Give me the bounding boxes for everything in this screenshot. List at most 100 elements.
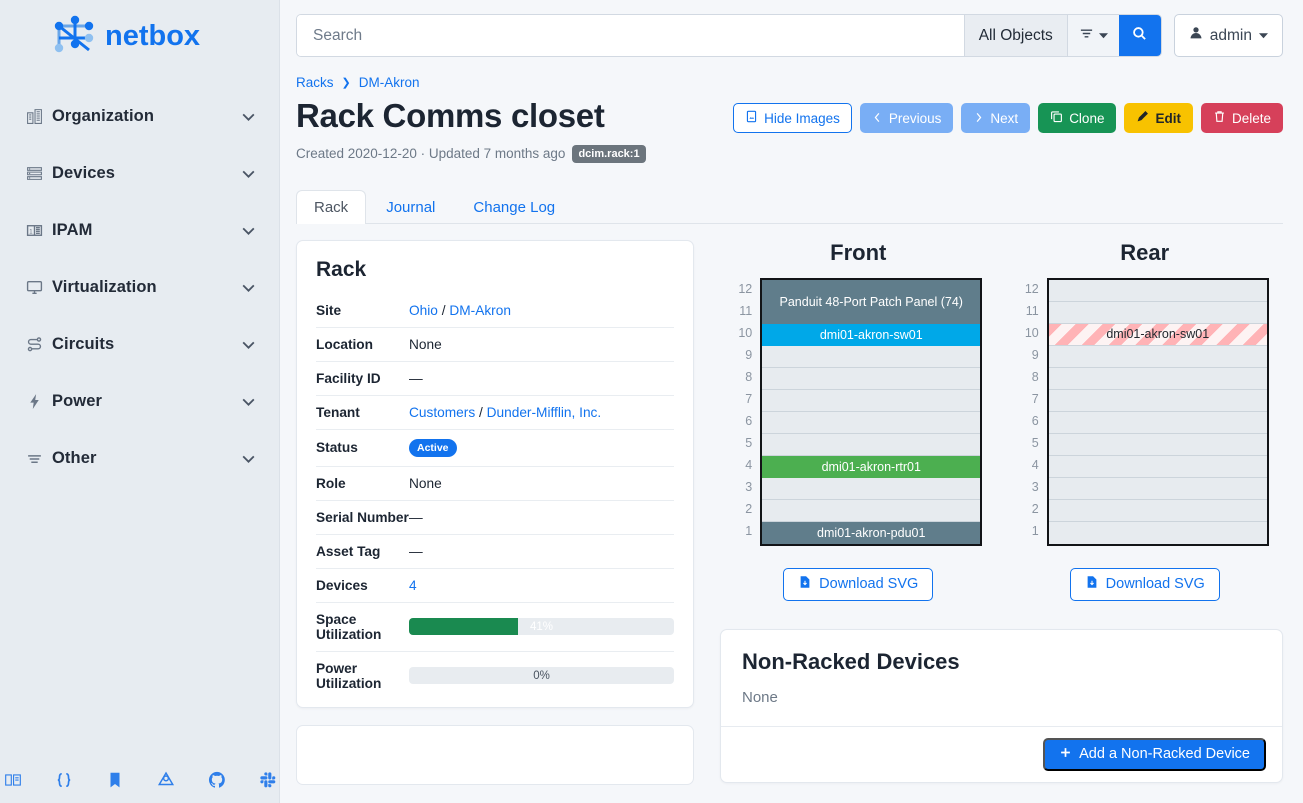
rack-unit-empty[interactable] — [1048, 367, 1267, 390]
trash-icon — [1213, 110, 1226, 126]
bookmark-icon[interactable] — [106, 771, 124, 789]
github-icon[interactable] — [208, 771, 226, 789]
breadcrumb-item-racks[interactable]: Racks — [296, 75, 334, 90]
previous-button[interactable]: Previous — [859, 103, 954, 133]
graphql-icon[interactable] — [157, 771, 175, 789]
rack-unit-empty[interactable] — [1048, 477, 1267, 500]
sidebar-item-power[interactable]: Power — [0, 373, 279, 430]
rack-unit-empty[interactable] — [1048, 411, 1267, 434]
row-label-status: Status — [316, 428, 409, 467]
row-label-tenant: Tenant — [316, 394, 409, 430]
user-menu-button[interactable]: admin — [1173, 14, 1283, 57]
rack-attributes-table: Site Ohio / DM-Akron Location — [316, 294, 674, 700]
add-non-racked-device-button[interactable]: Add a Non-Racked Device — [1043, 737, 1266, 771]
chevron-down-icon[interactable] — [240, 279, 257, 296]
slack-icon[interactable] — [259, 771, 277, 789]
breadcrumb-item-dm-akron[interactable]: DM-Akron — [358, 75, 420, 90]
site-region-link[interactable]: Ohio — [409, 302, 438, 318]
netbox-logo[interactable]: netbox — [0, 0, 279, 68]
rack-unit-empty[interactable] — [1048, 345, 1267, 368]
rack-unit-number: 4 — [1031, 457, 1039, 472]
clone-button[interactable]: Clone — [1038, 103, 1117, 133]
table-row: Power Utilization 0% — [316, 650, 674, 700]
rack-unit-empty[interactable] — [1048, 499, 1267, 522]
rack-unit-empty[interactable] — [762, 433, 981, 456]
sidebar: netbox Organization Devices — [0, 0, 280, 803]
chevron-down-icon[interactable] — [240, 336, 257, 353]
search-input[interactable] — [297, 15, 964, 56]
rack-unit-empty[interactable] — [1048, 521, 1267, 544]
delete-button[interactable]: Delete — [1200, 103, 1283, 133]
filter-icon — [1079, 26, 1094, 46]
chevron-down-icon[interactable] — [240, 393, 257, 410]
rack-unit-number: 7 — [745, 391, 753, 406]
content-columns: Rack Site Ohio / DM-Akron — [296, 239, 1283, 785]
rack-unit-empty[interactable] — [1048, 389, 1267, 412]
user-menu-label: admin — [1209, 26, 1252, 44]
rack-unit-empty[interactable] — [1048, 433, 1267, 456]
topbar: All Objects — [280, 0, 1303, 57]
rack-unit-empty[interactable] — [762, 389, 981, 412]
rack-unit-empty[interactable] — [762, 499, 981, 522]
search-filter-dropdown[interactable] — [1066, 15, 1119, 56]
rack-unit-device[interactable]: Panduit 48-Port Patch Panel (74) — [762, 279, 981, 324]
tab-journal[interactable]: Journal — [386, 198, 436, 216]
chevron-down-icon[interactable] — [240, 222, 257, 239]
rack-unit-device-rear-face[interactable]: dmi01-akron-sw01 — [1048, 323, 1267, 346]
rack-unit-number: 7 — [1031, 391, 1039, 406]
rack-unit-empty[interactable] — [762, 477, 981, 500]
page-title: Rack Comms closet — [296, 97, 605, 134]
rack-unit-empty[interactable] — [1048, 301, 1267, 324]
download-svg-rear-label: Download SVG — [1105, 576, 1205, 593]
rack-unit-number: 8 — [1031, 369, 1039, 384]
chevron-down-icon[interactable] — [240, 108, 257, 125]
download-svg-front-button[interactable]: Download SVG — [783, 567, 934, 601]
download-svg-rear-button[interactable]: Download SVG — [1069, 567, 1220, 601]
rack-unit-empty[interactable] — [762, 367, 981, 390]
sidebar-item-organization[interactable]: Organization — [0, 88, 279, 145]
rack-unit-empty[interactable] — [762, 345, 981, 368]
devices-count-link[interactable]: 4 — [409, 577, 417, 593]
tenant-group-link[interactable]: Customers — [409, 404, 476, 420]
rack-unit-empty[interactable] — [1048, 279, 1267, 302]
sidebar-item-virtualization[interactable]: Virtualization — [0, 259, 279, 316]
table-row: Facility ID — — [316, 360, 674, 396]
hide-images-button[interactable]: Hide Images — [733, 103, 852, 133]
rack-unit-empty[interactable] — [1048, 455, 1267, 478]
row-label-asset-tag: Asset Tag — [316, 533, 409, 569]
sidebar-item-ipam[interactable]: 1 IPAM — [0, 202, 279, 259]
rack-unit-number: 4 — [745, 457, 753, 472]
search-scope-select[interactable]: All Objects — [963, 15, 1067, 56]
tab-change-log[interactable]: Change Log — [473, 198, 556, 216]
api-braces-icon[interactable] — [55, 771, 73, 789]
front-rack-wrap: 12 11 10 9 8 7 6 5 4 3 2 1 Panduit 48-Port Patch Pa… — [734, 277, 983, 546]
page-subtitle: Created 2020-12-20 · Updated 7 months ag… — [296, 144, 646, 163]
edit-button[interactable]: Edit — [1124, 103, 1193, 133]
rack-unit-empty[interactable] — [762, 411, 981, 434]
chevron-down-icon[interactable] — [240, 165, 257, 182]
tenant-link[interactable]: Dunder-Mifflin, Inc. — [486, 404, 602, 420]
row-value-space-utilization: 41% — [409, 601, 674, 652]
space-utilization-value: 41% — [529, 620, 554, 633]
rack-unit-device[interactable]: dmi01-akron-sw01 — [762, 323, 981, 346]
row-value-facility-id: — — [409, 360, 674, 396]
clone-label: Clone — [1069, 110, 1105, 126]
tab-rack[interactable]: Rack — [296, 189, 367, 224]
table-row: Space Utilization 41% — [316, 601, 674, 652]
sidebar-item-label: Power — [52, 392, 103, 410]
rack-unit-device[interactable]: dmi01-akron-pdu01 — [762, 521, 981, 544]
next-button[interactable]: Next — [961, 103, 1031, 133]
rear-rack-wrap: 12 11 10 9 8 7 6 5 4 3 2 1 dmi01-akron-sw01 — [1021, 277, 1269, 546]
sidebar-item-circuits[interactable]: Circuits — [0, 316, 279, 373]
status-badge: Active — [409, 438, 457, 457]
site-link[interactable]: DM-Akron — [449, 302, 511, 318]
sidebar-item-devices[interactable]: Devices — [0, 145, 279, 202]
chevron-down-icon[interactable] — [240, 450, 257, 467]
sidebar-item-other[interactable]: Other — [0, 430, 279, 487]
space-utilization-fill — [409, 618, 518, 636]
search-submit-button[interactable] — [1118, 15, 1161, 56]
docs-book-icon[interactable] — [4, 771, 22, 789]
rack-unit-number: 6 — [1031, 413, 1039, 428]
rack-unit-device[interactable]: dmi01-akron-rtr01 — [762, 455, 981, 478]
